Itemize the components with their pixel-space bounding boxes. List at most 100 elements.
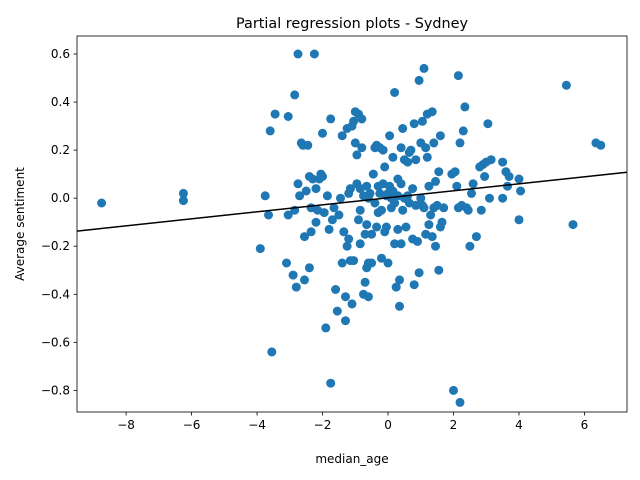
x-tick-label: 6 [581, 418, 589, 432]
x-axis-ticks: −8 −6 −4 −2 0 2 4 6 [117, 412, 588, 432]
data-point [97, 198, 107, 208]
data-point [301, 186, 311, 196]
data-point [561, 80, 571, 90]
data-point [385, 131, 395, 141]
data-point [345, 184, 355, 194]
data-point [486, 155, 496, 165]
data-point [360, 277, 370, 287]
x-tick-label: −4 [248, 418, 266, 432]
data-point [514, 174, 524, 184]
data-point [318, 128, 327, 138]
axes-frame [76, 35, 628, 413]
data-point [431, 241, 440, 251]
data-point [349, 256, 359, 266]
data-point [306, 227, 316, 237]
data-point [367, 229, 377, 239]
y-tick-label: −0.6 [41, 335, 70, 349]
x-tick-label: 2 [450, 418, 458, 432]
data-point [319, 208, 329, 218]
data-point [485, 193, 494, 203]
data-point [419, 63, 429, 73]
data-point [424, 220, 434, 230]
data-point [409, 119, 419, 129]
data-point [514, 215, 524, 225]
data-point [450, 167, 460, 177]
y-tick-label: 0.2 [51, 143, 70, 157]
data-point [290, 90, 300, 100]
data-point [365, 188, 375, 198]
data-point [390, 239, 400, 249]
data-point [378, 145, 388, 155]
data-point [396, 179, 406, 189]
data-point [357, 143, 367, 153]
data-point [336, 193, 345, 203]
data-point [417, 116, 427, 126]
data-point [568, 220, 578, 230]
data-point [408, 184, 418, 194]
data-point [309, 49, 319, 59]
data-point [255, 244, 265, 254]
data-point [304, 263, 314, 273]
data-point [426, 210, 436, 220]
data-point [295, 191, 305, 201]
data-point [347, 299, 357, 309]
data-point [362, 181, 372, 191]
data-point [437, 217, 447, 227]
data-point [429, 138, 439, 148]
data-point [413, 236, 422, 246]
data-point [434, 167, 444, 177]
data-point [416, 193, 426, 203]
data-point [282, 258, 291, 268]
data-point [395, 301, 404, 311]
data-point [401, 222, 411, 232]
data-point [270, 109, 280, 119]
data-point [411, 200, 421, 210]
data-point [331, 285, 341, 294]
data-point [354, 215, 363, 225]
x-axis-title: median_age [315, 452, 388, 466]
data-point [460, 102, 470, 112]
data-point [427, 232, 437, 242]
data-point [388, 152, 398, 162]
data-point [411, 155, 421, 165]
data-point [406, 145, 416, 155]
data-point [341, 316, 350, 326]
data-point [260, 191, 270, 201]
data-point [380, 162, 390, 172]
data-point [322, 191, 332, 201]
data-point [329, 203, 339, 213]
data-point [368, 169, 378, 179]
y-axis-title: Average sentiment [13, 167, 27, 281]
data-point [324, 224, 334, 234]
data-point [265, 126, 275, 136]
data-point [398, 205, 408, 215]
data-point [476, 205, 486, 215]
data-point [264, 210, 273, 220]
data-point [293, 179, 303, 189]
data-point [283, 112, 293, 121]
data-point [321, 323, 331, 333]
data-point [465, 241, 475, 251]
data-point [395, 275, 404, 285]
data-point [435, 131, 445, 141]
data-point [349, 116, 359, 126]
data-point [455, 138, 465, 148]
data-point [403, 157, 413, 167]
x-tick-label: 0 [384, 418, 392, 432]
data-point [381, 222, 391, 232]
data-point [449, 385, 458, 395]
data-point [326, 114, 336, 124]
data-point [344, 234, 354, 244]
data-point [453, 71, 463, 81]
x-tick-label: 4 [515, 418, 523, 432]
data-point [352, 150, 362, 160]
data-point [421, 143, 431, 153]
data-point [178, 188, 188, 198]
data-point [363, 292, 373, 302]
data-point [422, 152, 432, 162]
data-point [390, 88, 400, 97]
data-point [390, 198, 400, 208]
data-point [596, 140, 606, 150]
data-point [342, 241, 352, 251]
